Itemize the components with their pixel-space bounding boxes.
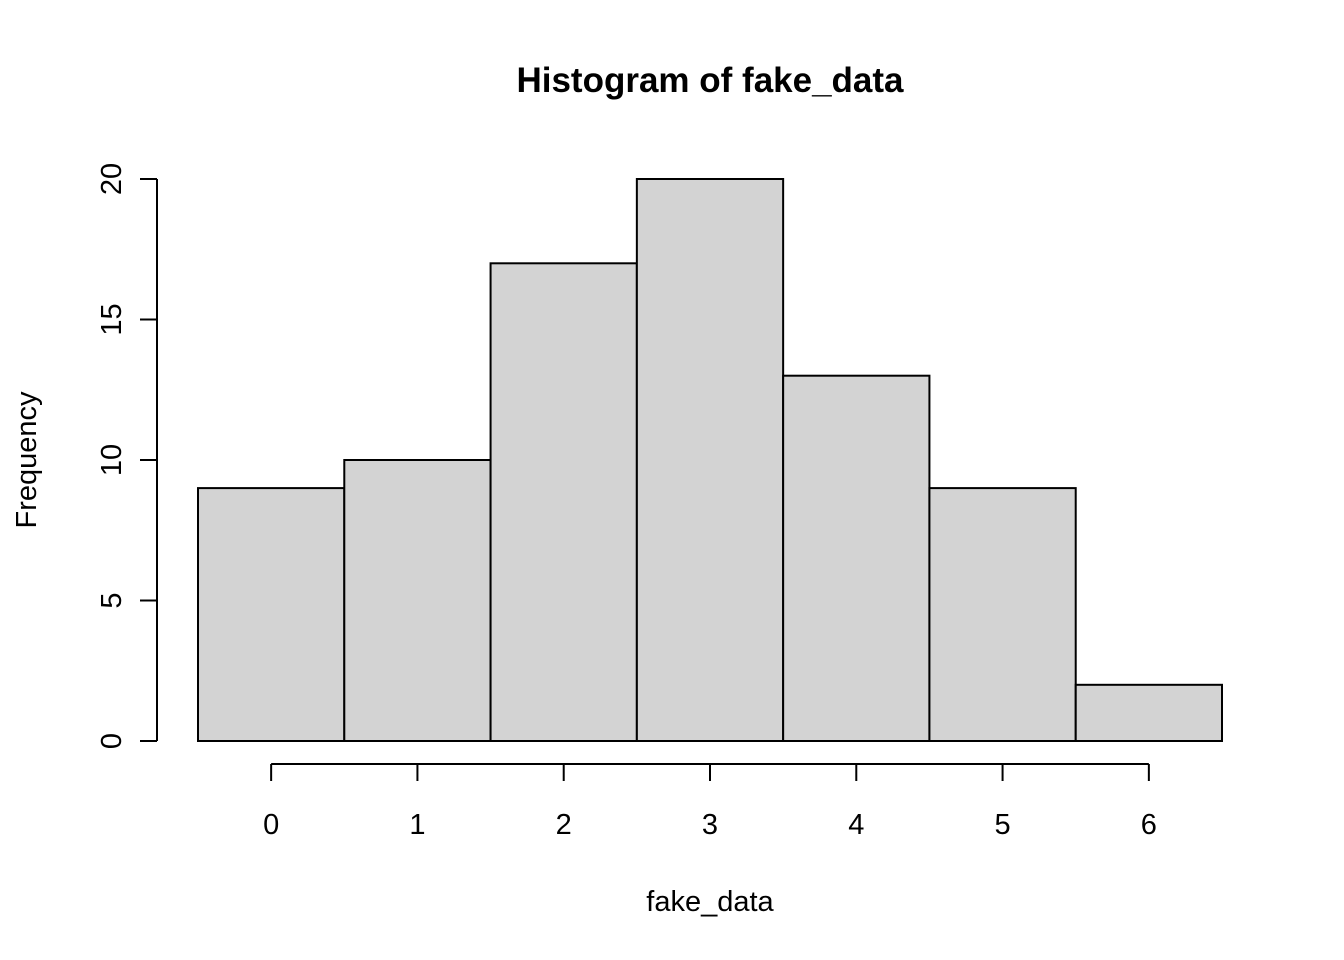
x-axis-title: fake_data	[646, 886, 774, 918]
y-tick-label-3: 15	[96, 303, 128, 335]
x-tick-label-4: 4	[848, 809, 864, 841]
histogram-bar-2	[489, 262, 638, 742]
histogram-bar-6	[1074, 683, 1223, 742]
histogram-bar-3	[635, 178, 785, 742]
x-tick-label-3: 3	[702, 809, 718, 841]
histogram-bar-1	[343, 459, 492, 742]
y-tick-label-4: 20	[96, 163, 128, 195]
y-axis-title: Frequency	[11, 391, 43, 529]
y-tick-label-0: 0	[96, 733, 128, 749]
chart-title: Histogram of fake_data	[516, 61, 904, 100]
x-tick-label-6: 6	[1141, 809, 1157, 841]
x-axis: 0 1 2 3 4 5 6	[263, 763, 1157, 841]
histogram-bar-0	[197, 487, 346, 742]
x-tick-label-5: 5	[995, 809, 1011, 841]
histogram-bar-4	[782, 374, 931, 742]
y-axis: 0 5 10 15 20	[96, 163, 158, 749]
x-tick-label-0: 0	[263, 809, 279, 841]
y-tick-label-2: 10	[96, 444, 128, 476]
x-tick-label-2: 2	[556, 809, 572, 841]
bars-group	[197, 178, 1223, 742]
y-tick-label-1: 5	[96, 592, 128, 608]
histogram-bar-5	[928, 487, 1077, 742]
x-tick-label-1: 1	[409, 809, 425, 841]
